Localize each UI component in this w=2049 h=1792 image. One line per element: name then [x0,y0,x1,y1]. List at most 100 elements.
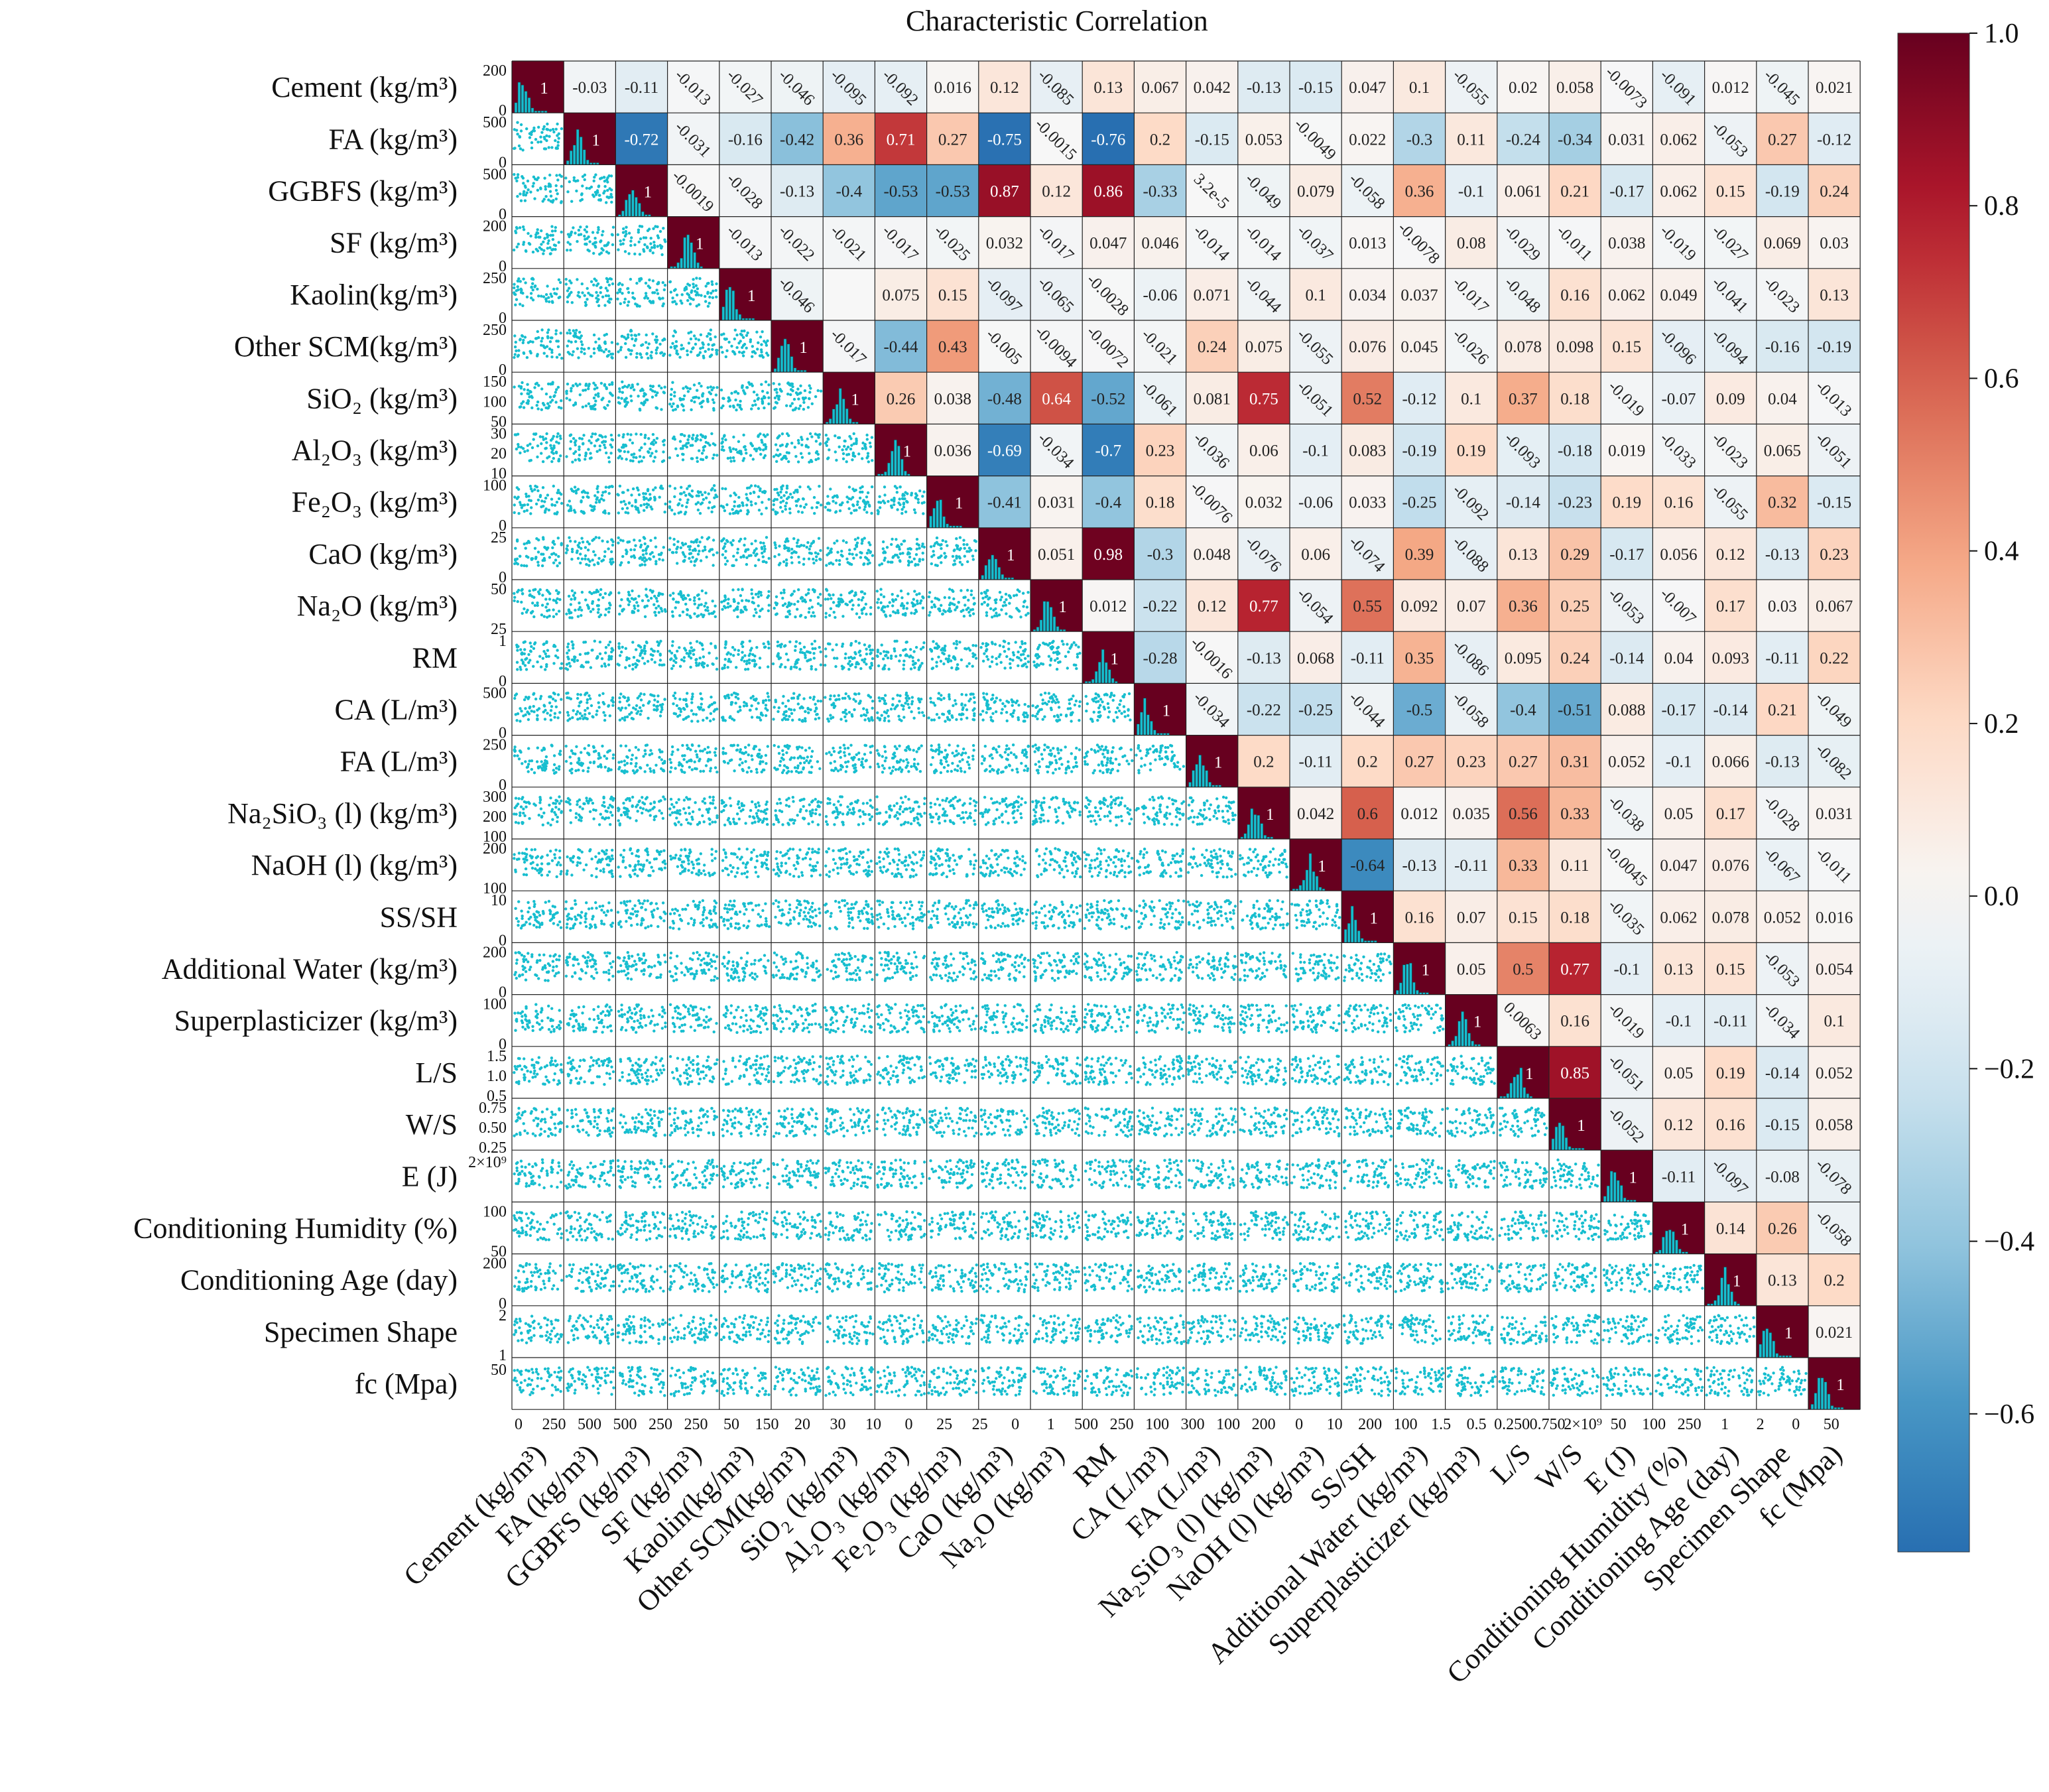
scatter-point [952,549,956,552]
scatter-point [999,661,1003,664]
scatter-point [764,380,768,383]
hist-bar [828,418,832,424]
scatter-point [573,335,576,338]
scatter-point [582,348,586,351]
scatter-point [1076,655,1080,659]
corr-value: -0.72 [624,131,658,149]
scatter-point [609,604,612,607]
scatter-point [618,718,622,722]
scatter-point [661,558,664,562]
scatter-point [540,229,543,233]
scatter-point [607,294,610,298]
scatter-point [733,352,737,355]
scatter-point [727,659,730,663]
scatter-point [597,194,601,197]
scatter-point [953,559,956,562]
scatter-point [695,664,698,667]
scatter-point [808,452,811,455]
scatter-point [861,457,864,460]
scatter-point [536,550,540,554]
scatter-point [647,342,651,346]
scatter-point [624,229,627,233]
scatter-point [536,287,539,291]
scatter-point [568,352,572,355]
scatter-point [639,556,643,559]
scatter-point [651,551,654,554]
scatter-point [686,298,690,302]
scatter-point [513,355,516,359]
scatter-point [797,510,800,513]
scatter-point [601,249,605,252]
scatter-point [527,399,530,403]
scatter-point [706,386,710,389]
scatter-point [607,251,611,255]
scatter-point [617,642,621,645]
scatter-point [616,233,619,236]
scatter-point [733,459,736,463]
chart-title: Characteristic Correlation [906,4,1208,38]
scatter-point [863,505,867,509]
scatter-point [520,600,523,604]
scatter-point [912,557,916,560]
scatter-point [697,338,701,342]
corr-value: -0.13 [1765,546,1800,564]
scatter-point [684,698,688,701]
scatter-point [573,598,576,601]
scatter-point [871,554,875,557]
scatter-point [570,598,573,601]
scatter-point [796,600,800,604]
scatter-point [755,448,759,451]
scatter-point [683,394,686,397]
scatter-point [943,596,947,600]
scatter-point [696,287,700,290]
scatter-point [519,280,522,283]
corr-value: -0.4 [836,183,863,201]
scatter-point [986,643,990,646]
hist-bar [521,84,525,113]
scatter-point [570,281,573,285]
scatter-point [950,588,954,592]
scatter-point [763,560,766,563]
scatter-point [618,696,621,700]
scatter-point [566,190,570,194]
scatter-point [720,333,723,336]
scatter-point [611,699,614,702]
corr-value: 0.038 [934,390,971,408]
scatter-point [715,295,718,298]
scatter-point [956,544,960,548]
scatter-point [740,599,744,602]
scatter-point [688,556,691,560]
scatter-point [522,351,525,355]
corr-value: 0.19 [1457,442,1486,460]
scatter-point [681,551,685,554]
scatter-point [656,640,659,643]
scatter-point [643,692,646,696]
scatter-point [973,602,976,606]
scatter-point [794,660,798,664]
scatter-point [813,511,816,515]
scatter-point [553,394,556,397]
scatter-point [763,544,767,548]
scatter-point [652,243,656,247]
corr-cell [1808,216,1861,269]
scatter-point [702,399,705,403]
scatter-point [556,432,560,436]
corr-value: -0.69 [987,442,1022,460]
corr-cell [1756,61,1808,113]
scatter-point [626,541,630,544]
scatter-point [847,668,851,671]
scatter-point [601,229,605,233]
scatter-point [983,601,986,604]
scatter-point [831,648,834,652]
scatter-point [609,433,613,437]
scatter-point [789,667,793,671]
scatter-point [552,130,556,134]
scatter-point [582,442,585,446]
scatter-point [898,497,901,501]
scatter-point [623,300,626,304]
scatter-point [674,408,677,411]
scatter-point [683,558,686,562]
scatter-point [743,543,746,547]
scatter-point [537,125,540,129]
scatter-point [625,337,628,341]
